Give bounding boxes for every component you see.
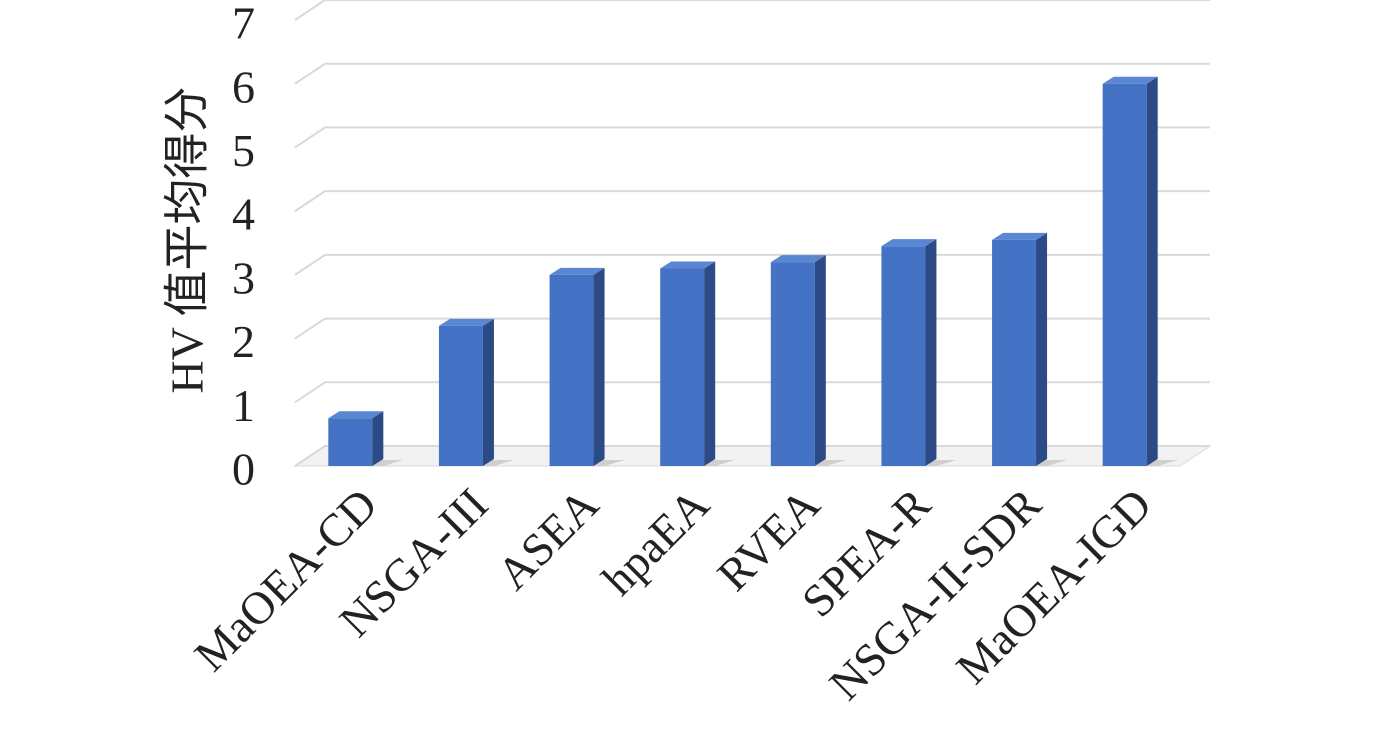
bar-side xyxy=(814,255,826,466)
bar-side xyxy=(704,261,716,466)
floor xyxy=(293,445,1212,467)
grid-line xyxy=(294,317,1210,340)
grid-line xyxy=(294,62,1210,85)
bar-front xyxy=(438,325,483,466)
y-tick-label: 5 xyxy=(232,125,255,176)
grid-line xyxy=(294,0,1210,21)
bar-side xyxy=(372,411,384,466)
y-tick-label: 3 xyxy=(232,252,255,303)
bar-top xyxy=(660,261,716,269)
bar-side xyxy=(1146,76,1158,466)
y-tick-label: 1 xyxy=(232,380,255,431)
bar-top xyxy=(438,318,494,326)
bar xyxy=(549,267,625,466)
grid-line xyxy=(294,381,1210,404)
bar-front xyxy=(992,239,1037,466)
bar-side xyxy=(482,318,494,466)
bar-front xyxy=(549,274,594,466)
y-tick-label: 6 xyxy=(232,61,255,112)
y-tick-label: 7 xyxy=(232,0,255,49)
bar xyxy=(992,232,1068,466)
bar xyxy=(328,411,404,466)
grid-line xyxy=(294,253,1210,276)
bar-top xyxy=(992,232,1048,240)
bar-top xyxy=(549,267,605,275)
x-tick-label: MaOEA-CD xyxy=(185,478,387,680)
y-tick-label: 2 xyxy=(232,316,255,367)
bar-top xyxy=(328,411,384,419)
bar xyxy=(438,318,514,466)
grid-line xyxy=(294,190,1210,212)
x-tick-label: ASEA xyxy=(487,478,608,599)
bar xyxy=(881,239,957,466)
grid-line xyxy=(294,126,1210,149)
bar xyxy=(770,255,846,466)
bar-side xyxy=(593,267,605,466)
bar xyxy=(660,261,736,466)
x-tick-label: hpaEA xyxy=(592,478,718,604)
bar-front xyxy=(660,268,705,466)
bar-top xyxy=(770,255,826,263)
bar-top xyxy=(1102,76,1158,84)
bar-top xyxy=(881,239,937,247)
bar-front xyxy=(770,262,815,466)
bar-front xyxy=(328,418,373,466)
bar-front xyxy=(881,246,926,466)
bar-side xyxy=(1036,232,1048,466)
y-tick-label: 4 xyxy=(232,189,255,240)
bar-side xyxy=(925,239,937,466)
bar xyxy=(1102,76,1178,466)
bar-front xyxy=(1102,83,1147,466)
y-axis-label: HV 值平均得分 xyxy=(162,86,213,393)
y-tick-label: 0 xyxy=(232,444,255,495)
